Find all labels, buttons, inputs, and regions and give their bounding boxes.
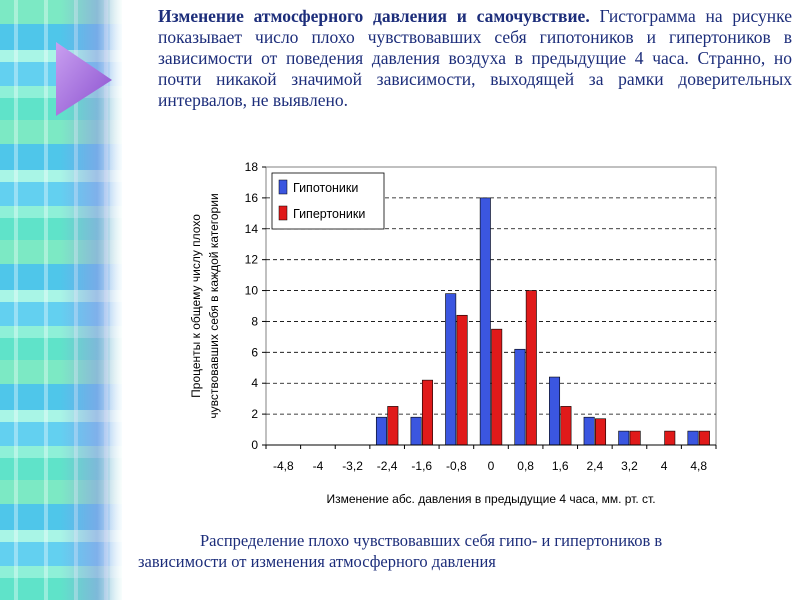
bar-hyper [421, 379, 433, 446]
legend-swatch-hypo [278, 179, 288, 195]
bar-hyper [491, 328, 503, 446]
figure-caption: Распределение плохо чувствовавших себя г… [138, 530, 778, 572]
x-tick-label: 4,8 [690, 459, 707, 473]
bar-hypo [549, 376, 561, 446]
x-tick-label: -4,8 [273, 459, 294, 473]
x-tick-label: 4 [661, 459, 668, 473]
intro-body: Гистограмма на рисунке показывает число … [158, 6, 793, 110]
bar-hyper [698, 430, 710, 446]
y-tick-label: 4 [251, 376, 258, 390]
x-tick-label: 0,8 [517, 459, 534, 473]
chart-area: 0 2 4 6 8 10 12 14 16 18 -4,8 -4 -3,2 -2,4 -1,6 -0,8 0 0,… [186, 155, 726, 525]
caption-line-2: зависимости от изменения атмосферного да… [138, 552, 496, 571]
bar-hyper [456, 314, 468, 446]
y-axis-label-line: Проценты к общему числу плохо [189, 214, 203, 398]
mosaic-fade [110, 0, 140, 600]
y-tick-label: 18 [245, 160, 259, 174]
y-tick-label: 10 [245, 284, 259, 298]
bar-hypo [445, 293, 457, 446]
bar-hypo [410, 416, 422, 446]
intro-title: Изменение атмосферного давления и самочу… [158, 6, 590, 26]
bar-hyper [629, 430, 641, 446]
bar-hypo [375, 416, 387, 446]
x-tick-label: -4 [313, 459, 324, 473]
y-tick-label: 6 [251, 345, 258, 359]
legend-label-hypo: Гипотоники [293, 181, 358, 195]
caption-line-1: Распределение плохо чувствовавших себя г… [200, 531, 663, 550]
y-tick-label: 0 [251, 438, 258, 452]
legend-box [271, 172, 385, 230]
x-tick-label: -3,2 [342, 459, 363, 473]
x-tick-label: 2,4 [587, 459, 604, 473]
bar-hyper [525, 290, 537, 446]
x-tick-label: -1,6 [411, 459, 432, 473]
bar-hypo [618, 430, 630, 446]
x-tick-label: -0,8 [446, 459, 467, 473]
histogram-chart: 0 2 4 6 8 10 12 14 16 18 -4,8 -4 -3,2 -2,4 -1,6 -0,8 0 0,… [189, 160, 717, 506]
play-triangle-icon [56, 42, 112, 116]
y-tick-label: 2 [251, 407, 258, 421]
x-tick-label: 1,6 [552, 459, 569, 473]
y-axis-label-line: чувствовавших себя в каждой категории [207, 193, 221, 418]
x-tick-label: 0 [488, 459, 495, 473]
bar-hyper [560, 406, 572, 446]
legend-label-hyper: Гипертоники [293, 207, 365, 221]
legend-swatch-hyper [278, 205, 288, 221]
y-tick-label: 14 [245, 222, 259, 236]
y-tick-label: 16 [245, 191, 259, 205]
intro-text: Изменение атмосферного давления и самочу… [158, 6, 792, 111]
y-tick-label: 12 [245, 253, 259, 267]
bar-hypo [514, 348, 526, 446]
bar-hypo [687, 430, 699, 446]
bar-hyper [387, 406, 399, 446]
x-tick-label: 3,2 [621, 459, 638, 473]
y-tick-label: 8 [251, 314, 258, 328]
bar-hypo [583, 416, 595, 446]
x-axis-label: Изменение абс. давления в предыдущие 4 ч… [326, 492, 655, 506]
bar-hyper [595, 418, 607, 446]
bar-hypo [479, 197, 491, 446]
x-tick-label: -2,4 [377, 459, 398, 473]
bar-hyper [664, 430, 676, 446]
